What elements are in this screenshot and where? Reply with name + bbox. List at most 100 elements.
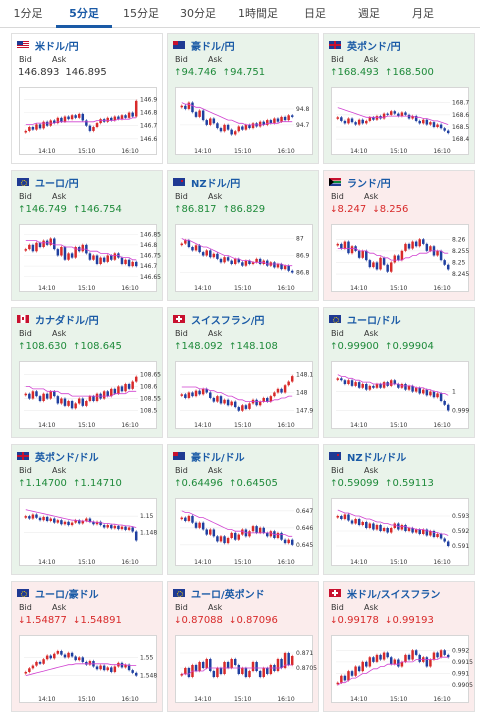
rate-card[interactable]: ユーロ/円 Bid Ask ↑146.749 ↑146.754 146.85 146.8 14… [11,170,163,301]
rate-card[interactable]: 米ドル/円 Bid Ask 146.893 146.895 146.9 146.8 146.7… [11,33,163,164]
mini-chart[interactable]: 0.871 0.8705 14:10 15:10 16:10 [175,635,317,703]
pair-link[interactable]: 英ポンド/円 [347,41,401,53]
tab-1min[interactable]: 1分足 [13,7,43,20]
candle-body [400,250,404,261]
pair-link[interactable]: ユーロ/円 [35,178,79,190]
candle-body [120,115,124,120]
candle-body [343,380,347,384]
tab-1hour[interactable]: 1時間足 [238,7,278,20]
candle-body [134,672,138,676]
pair-link[interactable]: NZドル/円 [191,178,241,190]
tab-weekly[interactable]: 週足 [358,7,380,20]
candlestick-chart: 168.7 168.6 168.5 168.4 14:10 15:10 16:10 [336,100,469,155]
pair-link[interactable]: ユーロ/豪ドル [35,589,99,601]
au-flag-icon [173,452,185,460]
candle-body [393,255,397,263]
mini-chart[interactable]: 0.593 0.592 0.591 14:10 15:10 16:10 [331,498,469,566]
pair-link[interactable]: ユーロ/英ポンド [191,589,265,601]
mini-chart[interactable]: 1 0.999 14:10 15:10 16:10 [331,361,469,429]
mini-chart[interactable]: 8.26 8.255 8.25 8.245 14:10 15:10 16:10 [331,224,469,292]
mini-chart[interactable]: 108.65 108.6 108.55 108.5 14:10 15:10 16:10 [19,361,161,429]
pair-link[interactable]: カナダドル/円 [35,315,99,327]
tab-5min[interactable]: 5分足 [56,0,112,28]
y-tick-label: 146.65 [140,274,161,281]
y-tick-label: 108.6 [140,383,157,390]
x-tick-label: 16:10 [121,696,138,703]
tab-monthly[interactable]: 月足 [412,7,434,20]
candle-body [42,393,45,401]
y-tick-label: 8.245 [452,271,469,278]
ask-price: 0.99904 [392,341,434,352]
rate-card[interactable]: 英ポンド/ドル Bid Ask ↑1.14700 ↑1.14710 1.15 1.148 14… [11,444,163,575]
ask-value: ↓0.99193 [385,615,434,626]
quotes: ↓1.54877 ↓1.54891 [18,615,128,626]
rate-card[interactable]: カナダドル/円 Bid Ask ↑108.630 ↑108.645 108.65 108.6… [11,307,163,438]
mini-chart[interactable]: 0.647 0.646 0.645 14:10 15:10 16:10 [175,498,313,566]
candle-body [425,657,429,667]
candle-body [31,391,35,399]
candle-body [361,661,364,672]
candle-body [205,529,208,535]
x-tick-label: 15:10 [390,559,407,566]
pair-link[interactable]: NZドル/ドル [347,452,407,464]
pair-link[interactable]: 豪ドル/ドル [191,452,245,464]
rate-card[interactable]: 米ドル/スイスフラン Bid Ask ↓0.99178 ↓0.99193 0.992 0.9… [323,581,475,712]
up-arrow-icon: ↑ [72,205,81,215]
pair-link[interactable]: 米ドル/円 [35,41,79,53]
x-tick-label: 14:10 [350,285,367,292]
ask-value: ↑0.59113 [385,478,434,489]
candle-body [127,384,131,389]
pair-link[interactable]: 米ドル/スイスフラン [347,589,441,601]
rate-card[interactable]: NZドル/ドル Bid Ask ↑0.59099 ↑0.59113 0.593 0.592 0… [323,444,475,575]
mini-chart[interactable]: 0.992 0.9915 0.991 0.9905 14:10 15:10 16:10 [331,635,473,703]
candle-body [102,391,106,399]
pair-link[interactable]: 英ポンド/ドル [35,452,99,464]
mini-chart[interactable]: 1.15 1.148 14:10 15:10 16:10 [19,498,157,566]
mini-chart[interactable]: 168.7 168.6 168.5 168.4 14:10 15:10 16:10 [331,87,469,155]
candle-body [375,262,379,270]
mini-chart[interactable]: 1.55 1.548 14:10 15:10 16:10 [19,635,157,703]
mini-chart[interactable]: 94.8 94.7 14:10 15:10 16:10 [175,87,313,155]
candle-body [56,117,60,124]
au-flag-icon [173,41,185,49]
candle-body [180,243,184,246]
mini-chart[interactable]: 148.1 148 147.9 14:10 15:10 16:10 [175,361,313,429]
mini-chart[interactable]: 146.85 146.8 146.75 146.7 146.65 14:10 15:10 16… [19,224,161,292]
rate-card[interactable]: スイスフラン/円 Bid Ask ↑148.092 ↑148.108 148.1 148 14… [167,307,319,438]
mini-chart[interactable]: 146.9 146.8 146.7 146.6 14:10 15:10 16:10 [19,87,157,155]
rate-card[interactable]: ユーロ/豪ドル Bid Ask ↓1.54877 ↓1.54891 1.55 1.548 14… [11,581,163,712]
candle-body [365,661,368,667]
candle-body [226,124,230,130]
rate-card[interactable]: 豪ドル/円 Bid Ask ↑94.746 ↑94.751 94.8 94.7 14:10 15… [167,33,319,164]
candle-body [233,659,237,665]
rate-card[interactable]: ユーロ/ドル Bid Ask ↑0.99900 ↑0.99904 1 0.999 14:10 1… [323,307,475,438]
rate-card[interactable]: 英ポンド/円 Bid Ask ↑168.493 ↑168.500 168.7 168.6 16… [323,33,475,164]
candle-body [134,376,138,382]
tab-daily[interactable]: 日足 [304,7,326,20]
candle-body [88,253,92,260]
candle-body [283,116,287,121]
pair-link[interactable]: ユーロ/ドル [347,315,401,327]
candle-body [31,514,35,519]
rate-card[interactable]: 豪ドル/ドル Bid Ask ↑0.64496 ↑0.64505 0.647 0.646 0.… [167,444,319,575]
candle-body [287,539,290,544]
pair-link[interactable]: スイスフラン/円 [191,315,265,327]
pair-link[interactable]: 豪ドル/円 [191,41,235,53]
candle-body [241,262,244,266]
bid-label: Bid [19,603,32,612]
tab-30min[interactable]: 30分足 [180,7,216,20]
mini-chart[interactable]: 87 86.9 86.8 14:10 15:10 16:10 [175,224,313,292]
pair-link[interactable]: ランド/円 [347,178,391,190]
rate-card[interactable]: ランド/円 Bid Ask ↓8.247 ↓8.256 8.26 8.255 8.25 8.24… [323,170,475,301]
candle-body [124,259,127,264]
candle-body [28,127,31,131]
rate-card[interactable]: ユーロ/英ポンド Bid Ask ↓0.87088 ↓0.87096 0.871 0.870… [167,581,319,712]
tab-15min[interactable]: 15分足 [123,7,159,20]
candle-body [439,250,443,261]
rate-card[interactable]: NZドル/円 Bid Ask ↑86.817 ↑86.829 87 86.9 86.8 14:1… [167,170,319,301]
candle-body [414,529,418,533]
candle-body [209,250,212,258]
candle-body [63,247,67,260]
candle-body [248,403,251,409]
candle-body [63,116,67,122]
